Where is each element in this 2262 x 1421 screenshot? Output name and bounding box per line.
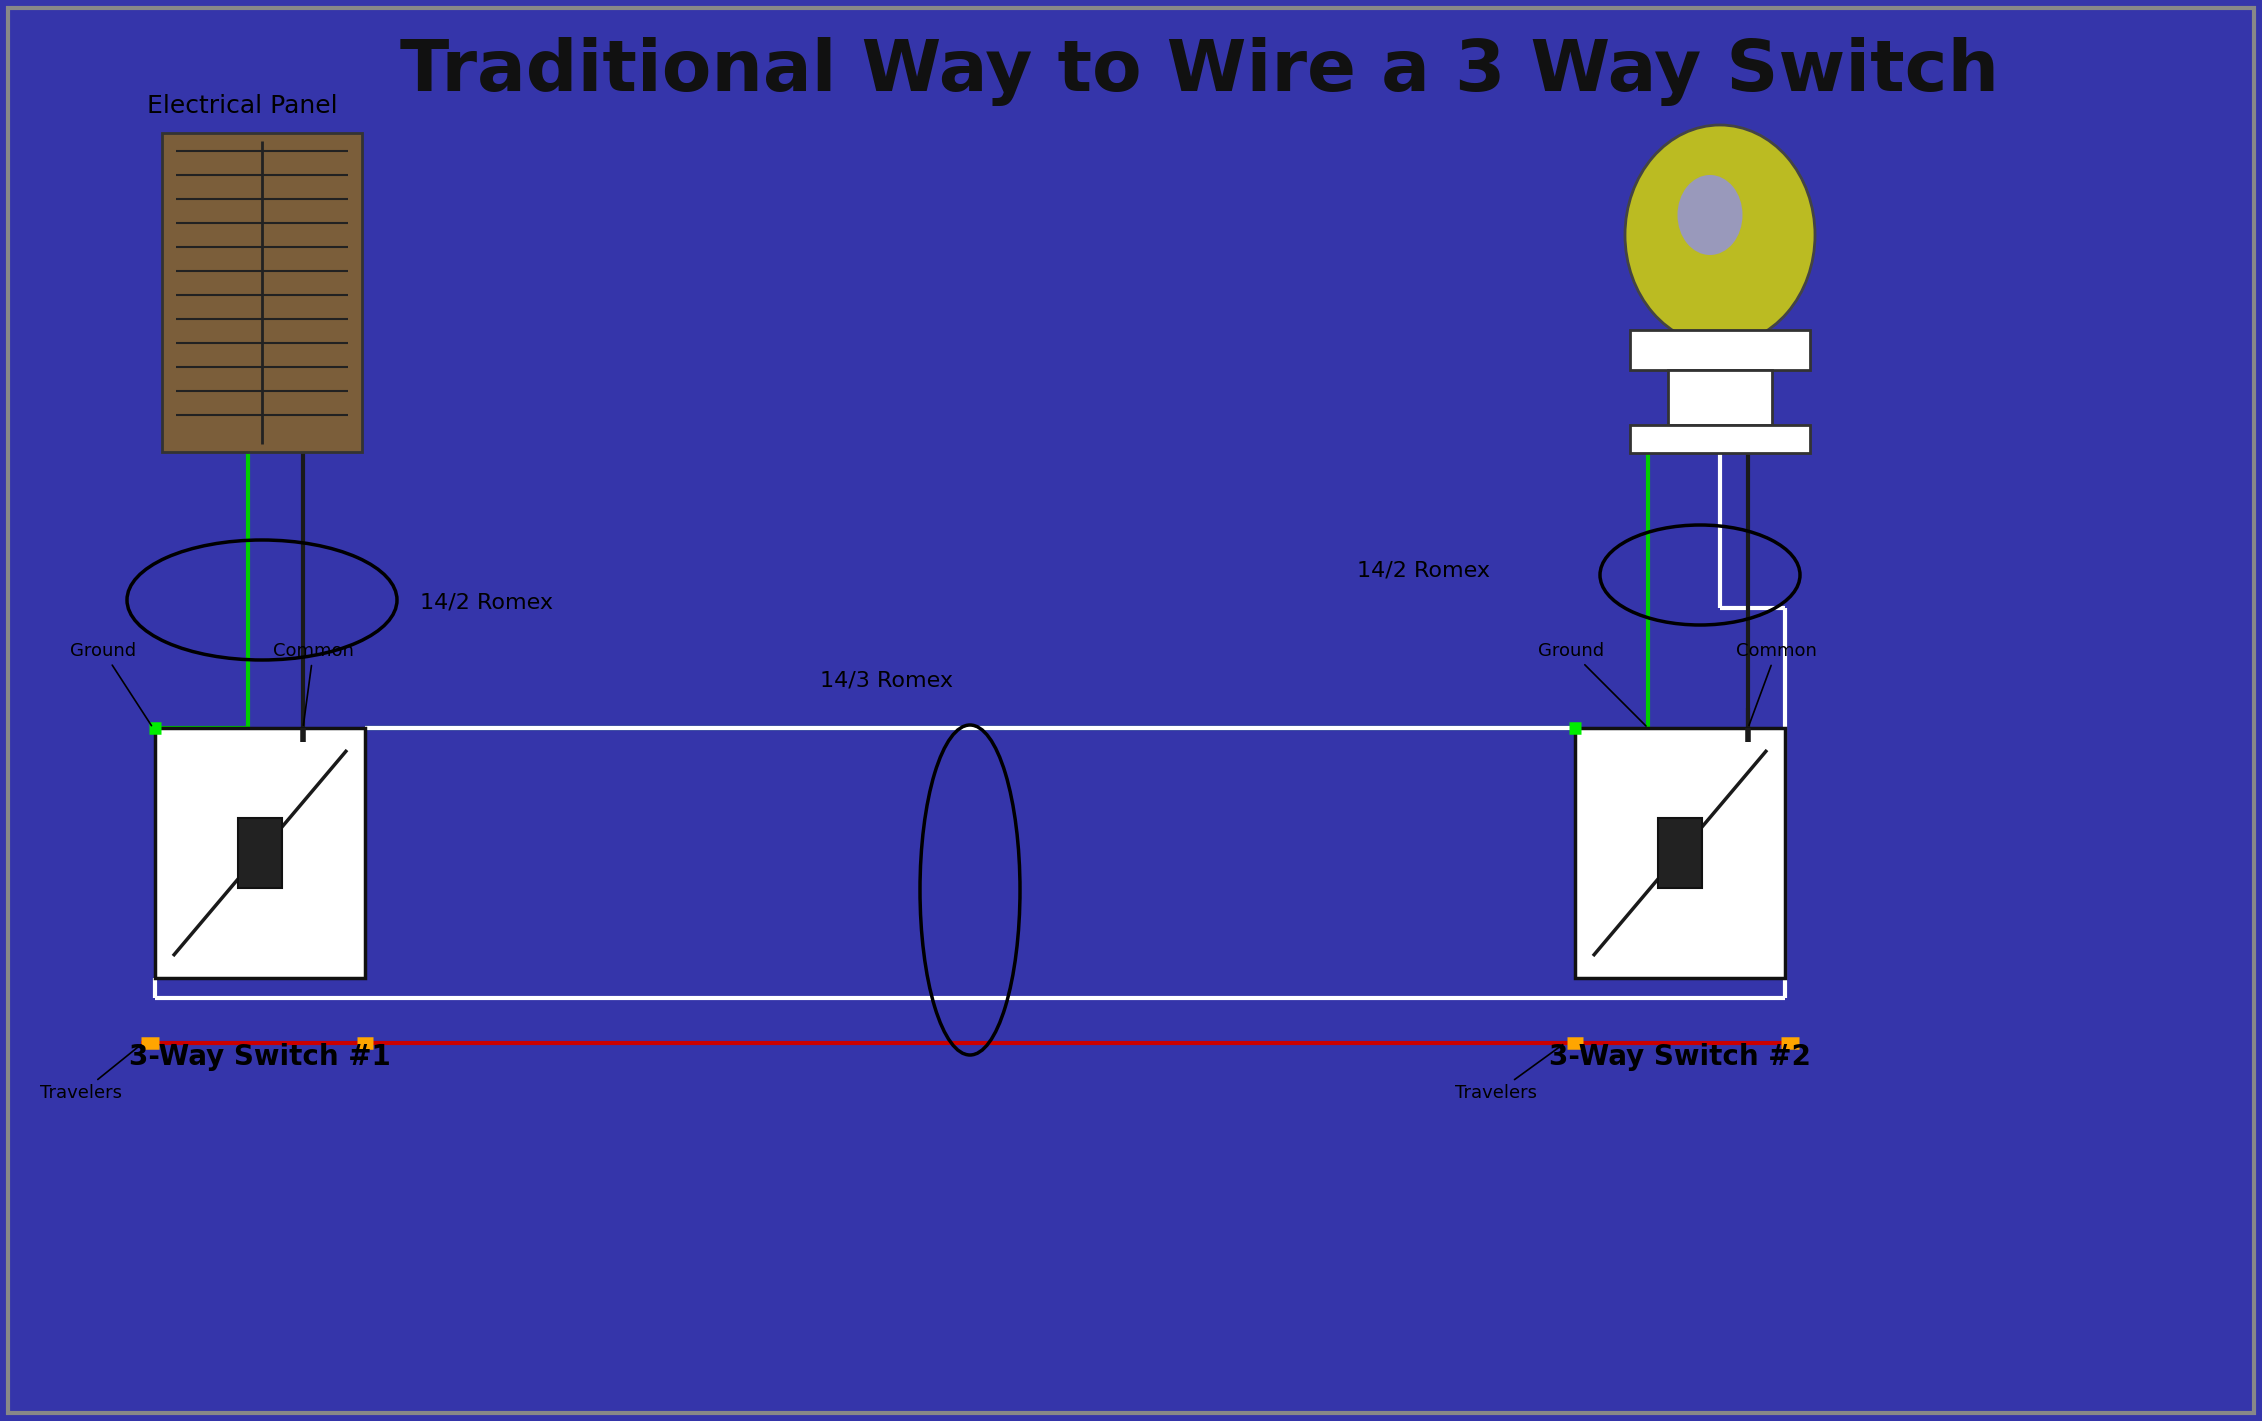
Text: Travelers: Travelers	[41, 1044, 140, 1103]
Text: 3-Way Switch #1: 3-Way Switch #1	[129, 1043, 391, 1071]
Text: Common: Common	[274, 642, 353, 725]
Text: 3-Way Switch #2: 3-Way Switch #2	[1549, 1043, 1812, 1071]
Text: 14/3 Romex: 14/3 Romex	[821, 669, 952, 691]
Bar	[1667, 369, 1771, 425]
Bar	[1574, 728, 1785, 978]
Text: 14/2 Romex: 14/2 Romex	[421, 593, 552, 612]
Bar	[1631, 425, 1810, 453]
Text: Traditional Way to Wire a 3 Way Switch: Traditional Way to Wire a 3 Way Switch	[400, 37, 2000, 107]
Bar	[163, 134, 362, 452]
Text: Common: Common	[1735, 642, 1816, 725]
Ellipse shape	[1678, 175, 1742, 254]
Text: 14/2 Romex: 14/2 Romex	[1357, 560, 1491, 580]
Ellipse shape	[1624, 125, 1814, 345]
Text: Ground: Ground	[70, 642, 152, 726]
Bar	[238, 818, 283, 888]
Bar	[156, 728, 364, 978]
Bar	[1631, 330, 1810, 369]
Text: Ground: Ground	[1538, 642, 1647, 726]
Text: Travelers: Travelers	[1454, 1044, 1563, 1103]
Text: Electrical Panel: Electrical Panel	[147, 94, 337, 118]
Bar	[1658, 818, 1701, 888]
